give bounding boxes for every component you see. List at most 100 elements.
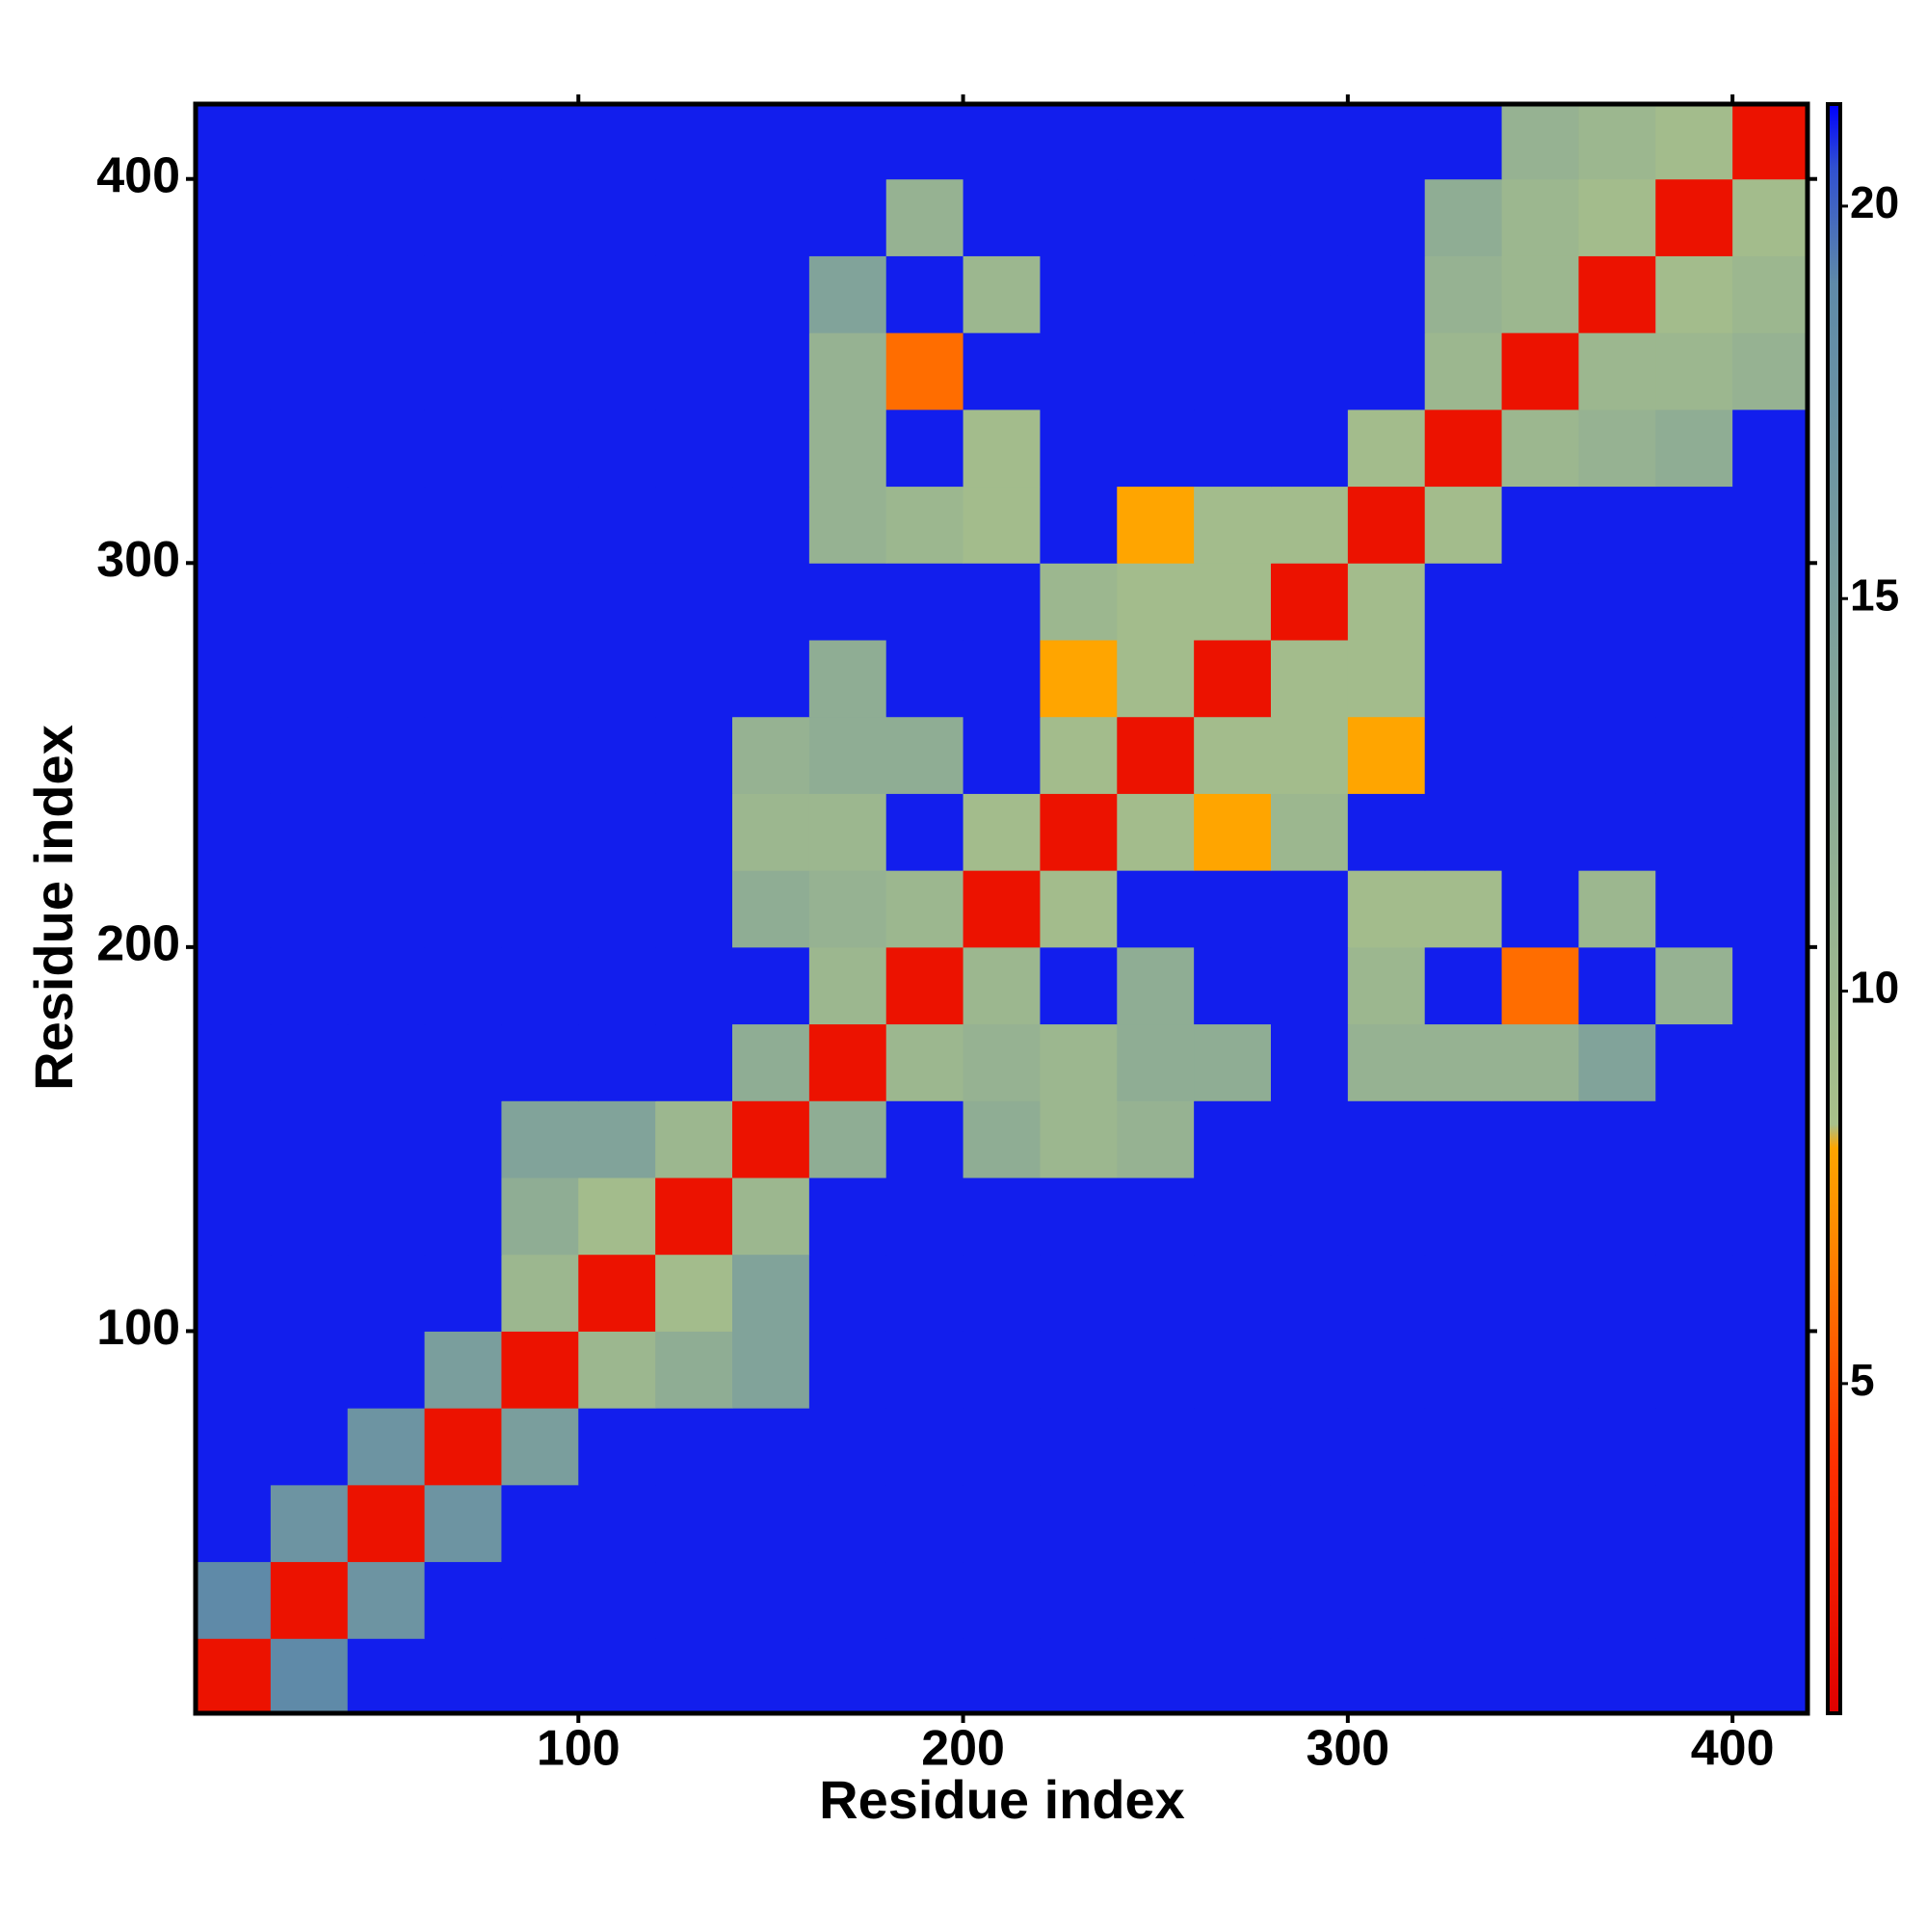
heatmap-cell xyxy=(885,178,964,256)
heatmap-cell xyxy=(1270,870,1349,948)
heatmap-cell xyxy=(655,332,733,410)
heatmap-cell xyxy=(963,640,1041,718)
heatmap-cell xyxy=(885,1100,964,1178)
x-axis-title: Residue index xyxy=(819,1769,1185,1830)
heatmap-cell xyxy=(655,946,733,1025)
heatmap-cell xyxy=(1424,1484,1503,1563)
heatmap-cell xyxy=(501,1484,579,1563)
heatmap-cell xyxy=(1578,409,1656,488)
heatmap-cell xyxy=(1347,563,1426,641)
heatmap-cell xyxy=(1424,255,1503,333)
heatmap-cell xyxy=(808,1100,887,1178)
heatmap-cell xyxy=(963,1023,1041,1101)
heatmap-cell xyxy=(1040,1023,1118,1101)
heatmap-cell xyxy=(1194,409,1272,488)
heatmap-cell xyxy=(1424,946,1503,1025)
heatmap-cell xyxy=(963,793,1041,871)
heatmap-cell xyxy=(270,1177,349,1256)
heatmap-cell xyxy=(655,255,733,333)
heatmap-cell xyxy=(1655,1408,1733,1486)
heatmap-cell xyxy=(196,1331,272,1409)
heatmap-cell xyxy=(1501,716,1579,794)
heatmap-cell xyxy=(1347,1484,1426,1563)
heatmap-cell xyxy=(808,1177,887,1256)
heatmap-cell xyxy=(501,946,579,1025)
heatmap-cell xyxy=(1424,1408,1503,1486)
heatmap-cell xyxy=(1501,104,1579,180)
heatmap-cell xyxy=(1117,1408,1195,1486)
heatmap-cell xyxy=(885,255,964,333)
heatmap-cell xyxy=(578,486,656,564)
heatmap-cell xyxy=(1501,1023,1579,1101)
heatmap-cell xyxy=(424,1023,502,1101)
heatmap-cell xyxy=(732,640,810,718)
heatmap-cell xyxy=(1040,1100,1118,1178)
heatmap-cell xyxy=(347,1023,426,1101)
y-tick-label: 300 xyxy=(96,532,180,588)
heatmap-cell xyxy=(808,1023,887,1101)
heatmap-cell xyxy=(885,1023,964,1101)
heatmap-cell xyxy=(501,1254,579,1332)
heatmap-cell xyxy=(1194,255,1272,333)
heatmap-cell xyxy=(1501,178,1579,256)
heatmap-cell xyxy=(578,1100,656,1178)
heatmap-cell xyxy=(1501,946,1579,1025)
heatmap-cell xyxy=(1270,563,1349,641)
colorbar-tick-label: 5 xyxy=(1850,1355,1875,1405)
heatmap-cell xyxy=(1732,104,1808,180)
heatmap-cell xyxy=(196,486,272,564)
heatmap-cell xyxy=(1040,716,1118,794)
heatmap-cell xyxy=(655,1561,733,1639)
heatmap-cell xyxy=(347,716,426,794)
heatmap-cell xyxy=(1578,563,1656,641)
heatmap-cell xyxy=(1194,640,1272,718)
heatmap-cell xyxy=(1732,486,1808,564)
heatmap-cell xyxy=(1578,255,1656,333)
heatmap-cell xyxy=(1347,1177,1426,1256)
heatmap-cell xyxy=(808,640,887,718)
heatmap-cell xyxy=(885,1408,964,1486)
heatmap-cell xyxy=(1655,1331,1733,1409)
heatmap-cell xyxy=(1270,1100,1349,1178)
heatmap-cell xyxy=(808,793,887,871)
heatmap-cell xyxy=(885,1561,964,1639)
heatmap-cell xyxy=(1655,1177,1733,1256)
heatmap-cell xyxy=(1501,1254,1579,1332)
heatmap-cell xyxy=(1501,1484,1579,1563)
heatmap-cell xyxy=(885,1638,964,1714)
heatmap-cell xyxy=(270,178,349,256)
heatmap-cell xyxy=(732,409,810,488)
heatmap-cell xyxy=(578,409,656,488)
heatmap-cell xyxy=(1040,1177,1118,1256)
heatmap-cell xyxy=(1501,1177,1579,1256)
heatmap-cell xyxy=(1578,1177,1656,1256)
heatmap-cell xyxy=(963,104,1041,180)
heatmap-cell xyxy=(1040,563,1118,641)
heatmap-cell xyxy=(963,1638,1041,1714)
heatmap-cell xyxy=(1501,486,1579,564)
heatmap-cell xyxy=(347,946,426,1025)
heatmap-cell xyxy=(578,104,656,180)
heatmap-cell xyxy=(1117,1023,1195,1101)
heatmap-cell xyxy=(1578,1023,1656,1101)
heatmap-cell xyxy=(1424,409,1503,488)
y-tick-label: 400 xyxy=(96,147,180,203)
heatmap-cell xyxy=(1655,1638,1733,1714)
heatmap-cell xyxy=(270,1331,349,1409)
heatmap-cell xyxy=(501,563,579,641)
heatmap-cell xyxy=(1117,486,1195,564)
heatmap-cell xyxy=(963,486,1041,564)
heatmap-cell xyxy=(1578,870,1656,948)
y-tick-label: 100 xyxy=(96,1300,180,1356)
heatmap-cell xyxy=(655,409,733,488)
heatmap-cell xyxy=(655,1638,733,1714)
heatmap-cell xyxy=(808,332,887,410)
heatmap-cell xyxy=(1732,793,1808,871)
heatmap-cell xyxy=(1732,1331,1808,1409)
heatmap-cell xyxy=(1040,1561,1118,1639)
heatmap-cell xyxy=(424,332,502,410)
heatmap-cell xyxy=(347,1408,426,1486)
heatmap-cell xyxy=(501,640,579,718)
heatmap-cell xyxy=(270,563,349,641)
